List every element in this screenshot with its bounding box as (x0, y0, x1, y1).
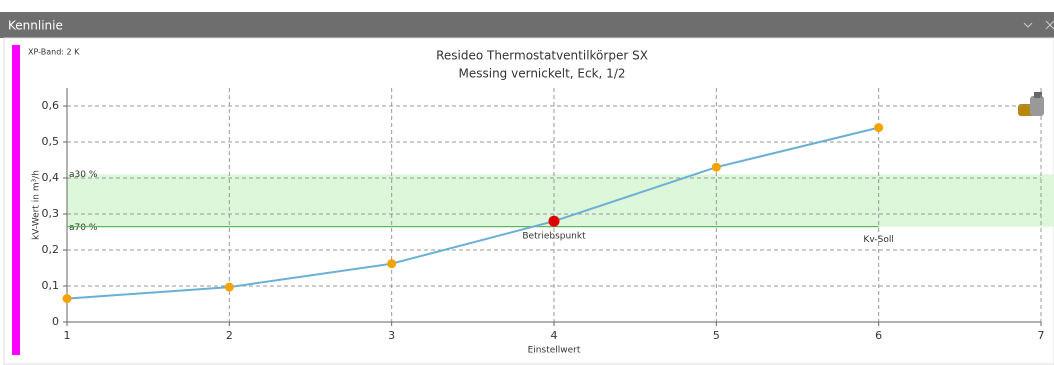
note: XP-Band: 2 K (28, 48, 80, 57)
x-axis-label: Einstellwert (528, 346, 581, 356)
data-point (224, 282, 234, 292)
collapse-button[interactable] (1023, 22, 1033, 28)
chart-subtitle: Messing vernickelt, Eck, 1/2 (459, 67, 626, 81)
y-tick-label: 0 (52, 315, 59, 328)
x-tick-label: 4 (551, 329, 558, 342)
data-point (874, 123, 884, 133)
target-label: Kv-Soll (863, 235, 893, 245)
x-tick-label: 5 (713, 329, 720, 342)
band-lower-label: a70 % (69, 223, 98, 233)
data-point (711, 162, 721, 172)
y-tick-label: 0,4 (42, 171, 60, 184)
side-bar (12, 45, 20, 355)
window-title: Kennlinie (8, 19, 63, 33)
operating-point (548, 215, 560, 227)
x-tick-label: 2 (226, 329, 233, 342)
chart-title: Resideo Thermostatventilkörper SX (436, 49, 648, 63)
data-point (62, 294, 72, 304)
operating-point-label: Betriebspunkt (522, 232, 586, 242)
title-bar (0, 12, 1054, 38)
y-tick-label: 0,5 (42, 135, 60, 148)
y-axis-label: kV-Wert in m³/h (32, 170, 42, 240)
y-tick-label: 0,2 (42, 243, 60, 256)
close-button[interactable] (1045, 20, 1054, 30)
tolerance-band (67, 174, 1054, 227)
x-tick-label: 1 (64, 329, 71, 342)
data-point (387, 259, 397, 269)
y-tick-label: 0,3 (42, 207, 60, 220)
series-line (66, 126, 879, 300)
x-tick-label: 6 (875, 329, 882, 342)
y-tick-label: 0,1 (42, 279, 60, 292)
band-upper-label: a30 % (69, 170, 98, 180)
y-tick-label: 0,6 (42, 99, 60, 112)
x-tick-label: 3 (388, 329, 395, 342)
x-tick-label: 7 (1038, 329, 1045, 342)
